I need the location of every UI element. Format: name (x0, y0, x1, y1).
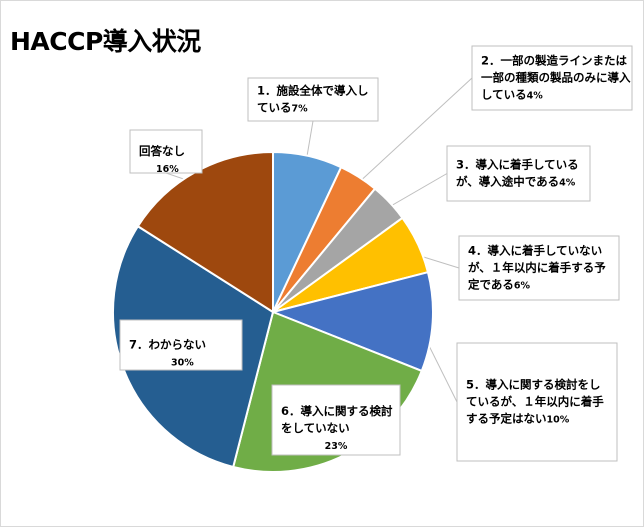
callout-pct-1: 7% (292, 104, 309, 115)
callout-label-4-line-1: 4．導入に着手していない (468, 244, 602, 258)
callout-box-8 (129, 129, 203, 174)
callout-label-2-line-1: 2．一部の製造ラインまたは (481, 54, 628, 68)
callout-box-1 (247, 77, 379, 122)
leader-line-2 (349, 77, 473, 191)
callout-label-7-line-1: 7．わからない (129, 338, 206, 352)
callout-box-2 (471, 45, 633, 111)
callout-label-8-line-1: 回答なし (139, 144, 185, 158)
callout-label-4-line-2: が、１年以内に着手する予 (468, 261, 606, 275)
callout-label-5-line-2: ているが、１年以内に着手 (466, 395, 604, 409)
callout-box-7 (119, 319, 243, 371)
callout-label-1-line-2: ている7% (257, 101, 308, 115)
callout-pct-3: 4% (559, 178, 576, 189)
callout-pct-6: 23% (325, 441, 348, 452)
callout-pct-2: 4% (527, 91, 544, 102)
callout-label-3-line-2: が、導入途中である4% (456, 175, 576, 189)
callout-label-4-line-3: 定である6% (468, 278, 531, 292)
callout-label-5-line-3: する予定はない10% (466, 412, 570, 426)
callout-pct-5: 10% (547, 415, 570, 426)
callout-pct-4: 6% (514, 281, 531, 292)
callout-label-6-line-1: 6．導入に関する検討 (281, 404, 393, 418)
chart-title: HACCP導入状況 (10, 27, 201, 56)
callout-label-3-line-1: 3．導入に着手している (456, 158, 579, 172)
callout-label-5-line-1: 5．導入に関する検討をし (466, 378, 601, 392)
callout-box-3 (446, 145, 591, 202)
callout-box-6 (271, 384, 401, 456)
callout-label-2-line-2: 一部の種類の製品のみに導入 (481, 71, 631, 85)
callout-label-6-line-2: をしていない (281, 421, 350, 435)
callout-pct-7: 30% (171, 358, 194, 369)
callout-box-5 (456, 342, 618, 462)
callout-label-1-line-1: 1．施設全体で導入し (257, 84, 369, 98)
callout-box-4 (458, 235, 620, 301)
pie-slice-5 (269, 270, 434, 373)
callout-label-2-line-3: している4% (481, 88, 543, 102)
callout-pct-8: 16% (156, 164, 179, 175)
